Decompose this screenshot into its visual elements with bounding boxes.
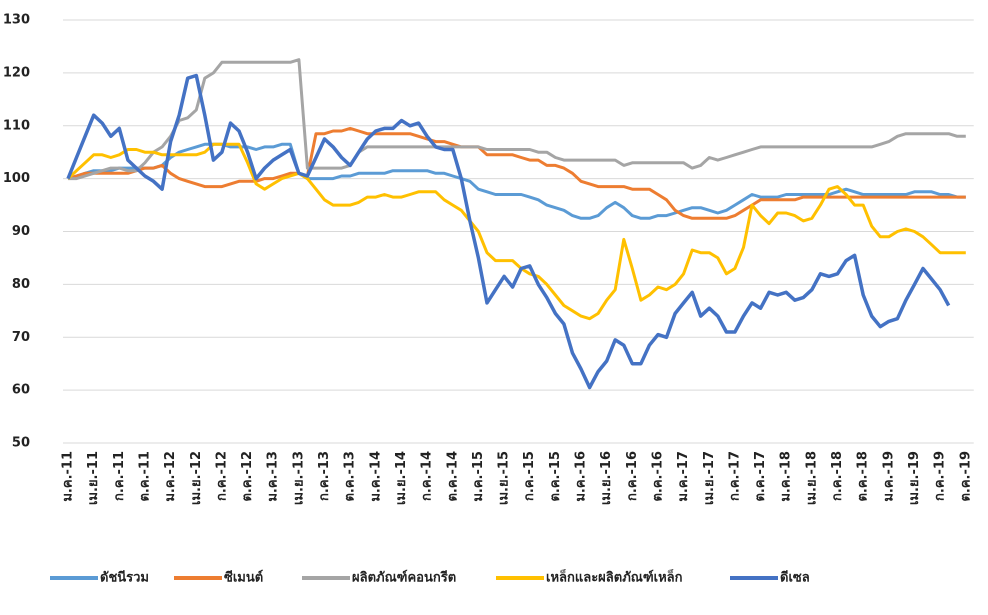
x-tick-label: ม.ค.-17	[676, 451, 691, 502]
x-tick-label: ก.ค.-19	[933, 451, 948, 501]
x-tick-label: เม.ย.-12	[189, 451, 204, 505]
x-tick-label: ก.ค.-12	[214, 451, 229, 501]
x-tick-label: ต.ค.-16	[650, 451, 665, 502]
x-tick-label: ก.ค.-13	[317, 451, 332, 501]
x-tick-label: เม.ย.-11	[86, 451, 101, 505]
x-tick-label: ต.ค.-17	[753, 451, 768, 502]
series-line	[68, 58, 966, 181]
x-tick-label: ก.ค.-17	[727, 451, 742, 501]
x-tick-label: ก.ค.-16	[625, 451, 640, 501]
y-tick-label: 70	[12, 330, 30, 345]
y-tick-label: 110	[3, 118, 30, 133]
x-tick-label: ม.ค.-11	[61, 451, 76, 502]
x-tick-label: ม.ค.-16	[574, 451, 589, 502]
y-tick-label: 60	[12, 383, 30, 398]
series-line	[66, 142, 966, 321]
x-tick-label: ม.ค.-13	[266, 451, 281, 502]
y-tick-label: 50	[12, 436, 30, 451]
x-tick-label: เม.ย.-18	[804, 451, 819, 505]
legend-label: ดีเซล	[780, 570, 810, 586]
series-line	[66, 73, 951, 390]
x-tick-label: ต.ค.-14	[445, 451, 460, 502]
x-tick-label: ม.ค.-18	[779, 451, 794, 502]
legend-label: เหล็กและผลิตภัณฑ์เหล็ก	[546, 568, 683, 586]
x-tick-label: ม.ค.-14	[368, 451, 383, 502]
y-tick-label: 100	[3, 171, 30, 186]
x-tick-label: ม.ค.-19	[881, 451, 896, 502]
x-tick-label: ต.ค.-11	[137, 451, 152, 502]
x-tick-label: เม.ย.-16	[599, 451, 614, 505]
x-tick-label: ก.ค.-18	[830, 451, 845, 501]
x-tick-label: ต.ค.-12	[240, 451, 255, 502]
x-tick-label: ม.ค.-15	[471, 451, 486, 502]
x-tick-label: เม.ย.-15	[497, 451, 512, 505]
x-tick-label: เม.ย.-19	[907, 451, 922, 505]
x-tick-label: เม.ย.-14	[394, 451, 409, 505]
series-line	[67, 126, 966, 220]
x-tick-label: ก.ค.-15	[522, 451, 537, 501]
x-tick-label: ต.ค.-19	[958, 451, 973, 502]
legend-label: ผลิตภัณฑ์คอนกรีต	[352, 570, 456, 586]
y-tick-label: 90	[12, 224, 30, 239]
x-tick-label: เม.ย.-17	[702, 451, 717, 505]
x-tick-label: ก.ค.-14	[420, 451, 435, 501]
legend-label: ดัชนีรวม	[100, 570, 149, 586]
x-tick-label: ต.ค.-18	[856, 451, 871, 502]
y-tick-label: 130	[3, 13, 30, 28]
x-tick-label: ม.ค.-12	[163, 451, 178, 502]
x-tick-label: ต.ค.-13	[343, 451, 358, 502]
x-tick-label: ก.ค.-11	[112, 451, 127, 501]
y-tick-label: 120	[3, 65, 30, 80]
x-tick-label: ต.ค.-15	[548, 451, 563, 502]
x-tick-label: เม.ย.-13	[291, 451, 306, 505]
y-tick-label: 80	[12, 277, 30, 292]
legend-label: ซีเมนต์	[224, 570, 263, 586]
